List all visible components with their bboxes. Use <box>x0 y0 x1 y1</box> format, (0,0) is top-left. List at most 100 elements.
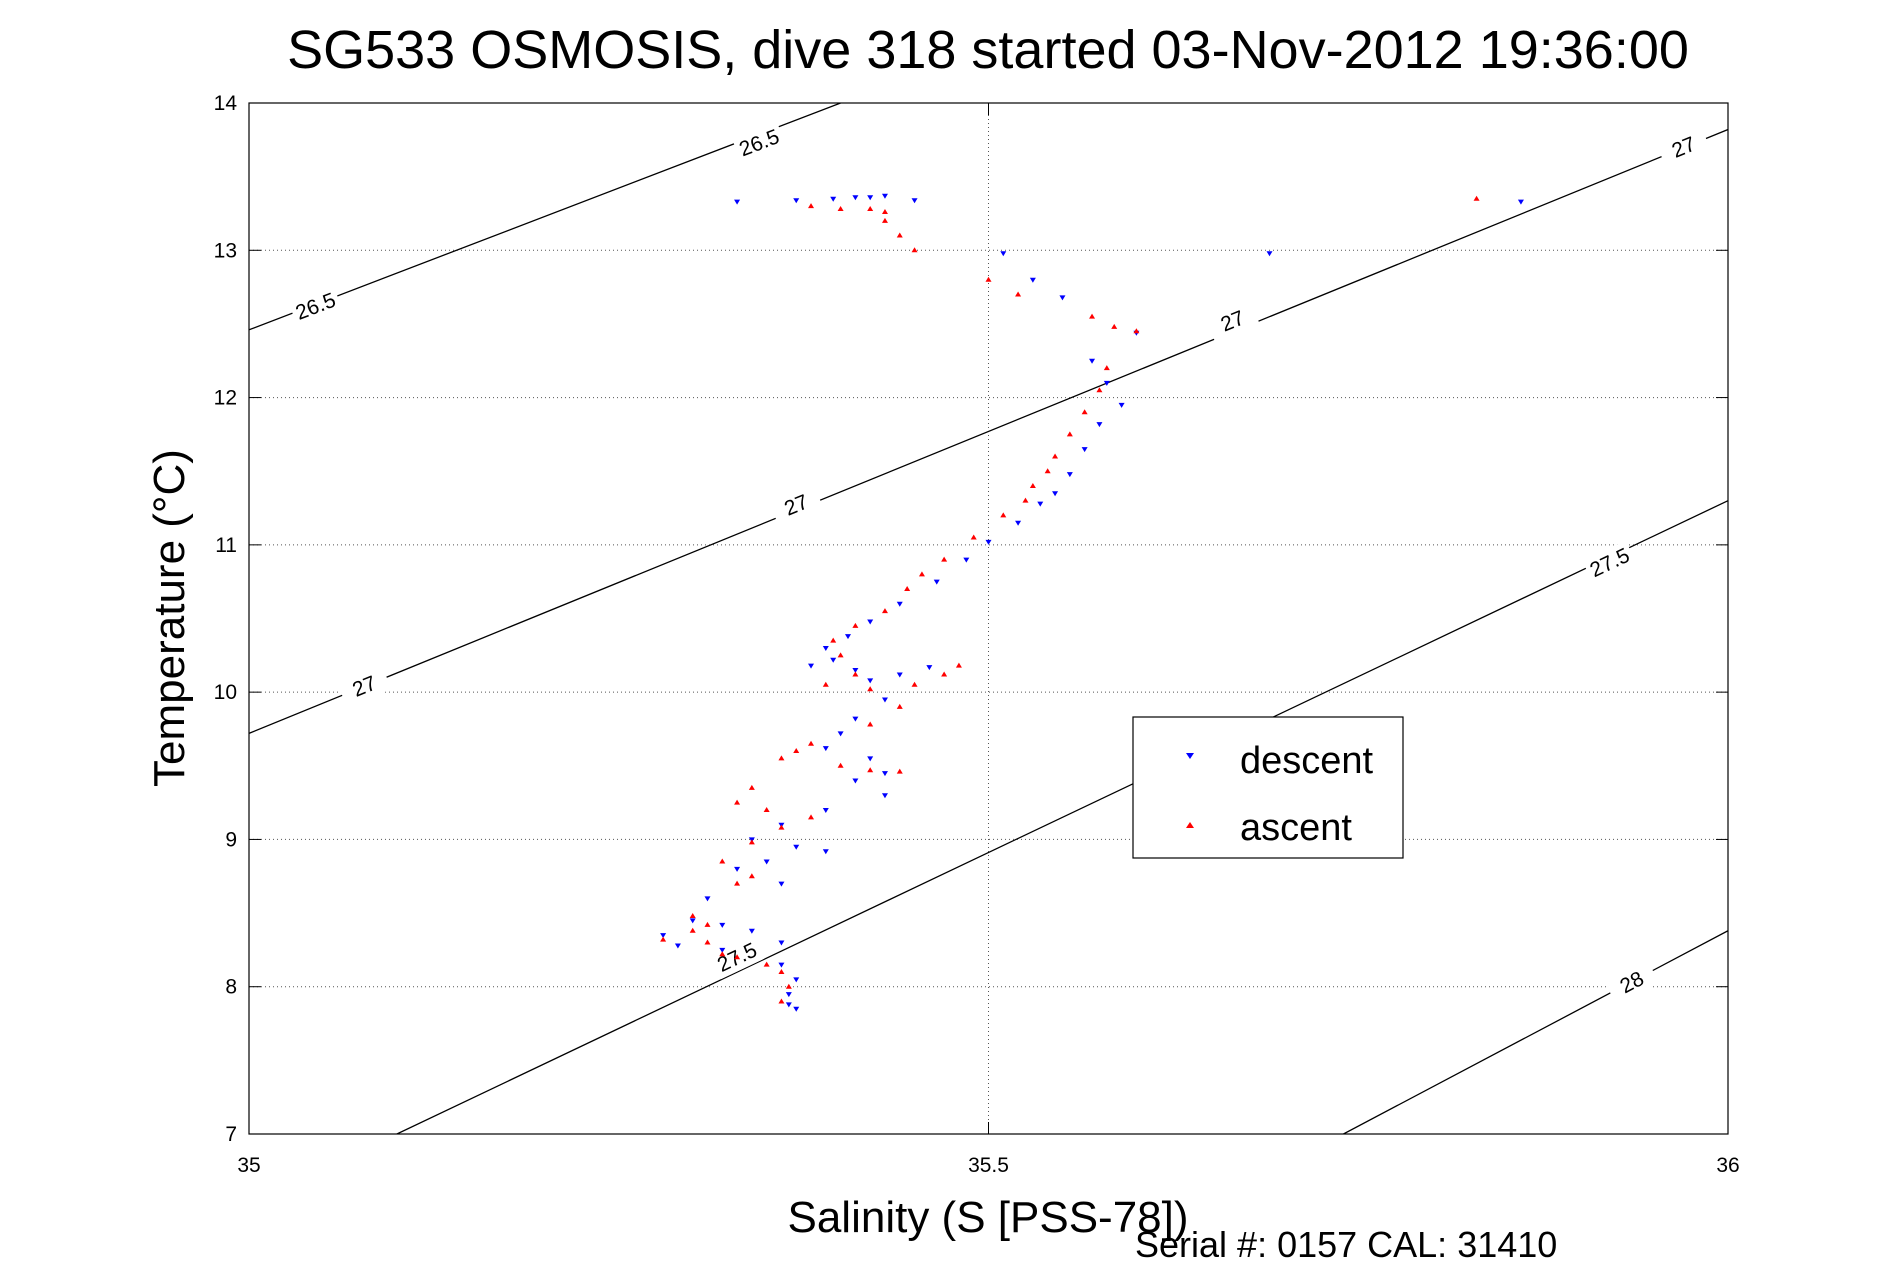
density-contour-27.5 <box>396 500 1728 1134</box>
descent-point <box>778 940 785 946</box>
ascent-point <box>896 703 903 709</box>
descent-point <box>748 928 755 934</box>
contour-label-bg <box>732 122 787 164</box>
ascent-point <box>837 762 844 768</box>
descent-point <box>763 859 770 865</box>
ascent-point <box>852 671 859 677</box>
ascent-point <box>748 784 755 790</box>
descent-point <box>689 918 696 924</box>
descent-point <box>852 668 859 674</box>
descent-point <box>852 195 859 201</box>
x-tick-label: 35 <box>237 1154 260 1177</box>
descent-point <box>822 746 829 752</box>
ascent-point <box>785 983 792 989</box>
ascent-point <box>837 652 844 658</box>
ascent-point <box>808 814 815 820</box>
ascent-point <box>955 662 962 668</box>
ascent-point <box>970 534 977 540</box>
ascent-point <box>911 681 918 687</box>
x-tick-label: 35.5 <box>968 1154 1009 1177</box>
descent-point <box>881 793 888 799</box>
descent-point <box>867 619 874 625</box>
ascent-point <box>852 622 859 628</box>
ascent-point <box>881 608 888 614</box>
contour-label-bg <box>1582 540 1637 585</box>
ascent-point <box>896 768 903 774</box>
chart-title: SG533 OSMOSIS, dive 318 started 03-Nov-2… <box>287 20 1689 80</box>
descent-point <box>778 962 785 968</box>
contour-label-bg <box>769 483 824 527</box>
descent-point <box>830 657 837 663</box>
descent-point <box>896 672 903 678</box>
y-tick-label: 12 <box>214 387 237 410</box>
y-tick-label: 10 <box>214 681 237 704</box>
descent-point <box>660 933 667 939</box>
descent-point <box>963 557 970 563</box>
ascent-point <box>1103 365 1110 371</box>
ascent-point <box>704 939 711 945</box>
descent-point <box>985 539 992 545</box>
descent-point <box>896 601 903 607</box>
ascent-point <box>941 556 948 562</box>
y-tick-label: 11 <box>215 534 237 557</box>
descent-point <box>926 665 933 671</box>
ascent-point <box>1015 291 1022 297</box>
ascent-point <box>867 721 874 727</box>
ascent-point <box>778 755 785 761</box>
descent-point <box>822 807 829 813</box>
ascent-point <box>1029 482 1036 488</box>
serial-cal-footer: Serial #: 0157 CAL: 31410 <box>1135 1224 1557 1262</box>
legend-descent-label: descent <box>1240 740 1374 782</box>
ascent-point <box>830 637 837 643</box>
descent-point <box>1517 199 1524 205</box>
legend-descent-marker <box>1186 753 1194 759</box>
contour-label-bg <box>1604 959 1660 1006</box>
ascent-point <box>793 748 800 754</box>
ascent-point <box>734 799 741 805</box>
data-points <box>660 193 1524 1012</box>
ascent-point <box>763 806 770 812</box>
descent-point <box>822 645 829 651</box>
ascent-point <box>719 951 726 957</box>
descent-point <box>881 771 888 777</box>
ascent-point <box>985 276 992 282</box>
ascent-point <box>918 571 925 577</box>
descent-point <box>674 943 681 949</box>
density-contour-27 <box>249 128 1728 734</box>
density-contour-28 <box>1343 930 1728 1134</box>
descent-point <box>911 198 918 204</box>
ascent-point <box>837 206 844 212</box>
density-contours <box>249 103 1728 1134</box>
ascent-point <box>1089 313 1096 319</box>
descent-point <box>867 756 874 762</box>
legend-box <box>1132 716 1404 859</box>
contour-label-bg <box>1656 126 1711 169</box>
ascent-point <box>896 232 903 238</box>
descent-point <box>793 1006 800 1012</box>
descent-point <box>881 193 888 199</box>
ascent-point <box>1081 409 1088 415</box>
ascent-point <box>748 839 755 845</box>
descent-point <box>1059 295 1066 301</box>
ascent-point <box>822 681 829 687</box>
ascent-point <box>1044 468 1051 474</box>
contour-label-bg <box>288 285 343 327</box>
grid <box>249 103 1728 1134</box>
ascent-point <box>660 936 667 942</box>
descent-point <box>793 977 800 983</box>
y-tick-label: 13 <box>214 239 237 262</box>
ascent-point <box>778 968 785 974</box>
descent-point <box>785 1002 792 1008</box>
ascent-point <box>1111 323 1118 329</box>
descent-point <box>1103 380 1110 386</box>
ascent-point <box>867 767 874 773</box>
contour-label-bg <box>1205 299 1260 343</box>
legend-ascent-label: ascent <box>1240 807 1352 849</box>
ascent-point <box>941 671 948 677</box>
descent-point <box>1096 422 1103 428</box>
descent-point <box>734 199 741 205</box>
descent-point <box>1081 447 1088 453</box>
descent-point <box>867 678 874 684</box>
descent-point <box>704 896 711 902</box>
